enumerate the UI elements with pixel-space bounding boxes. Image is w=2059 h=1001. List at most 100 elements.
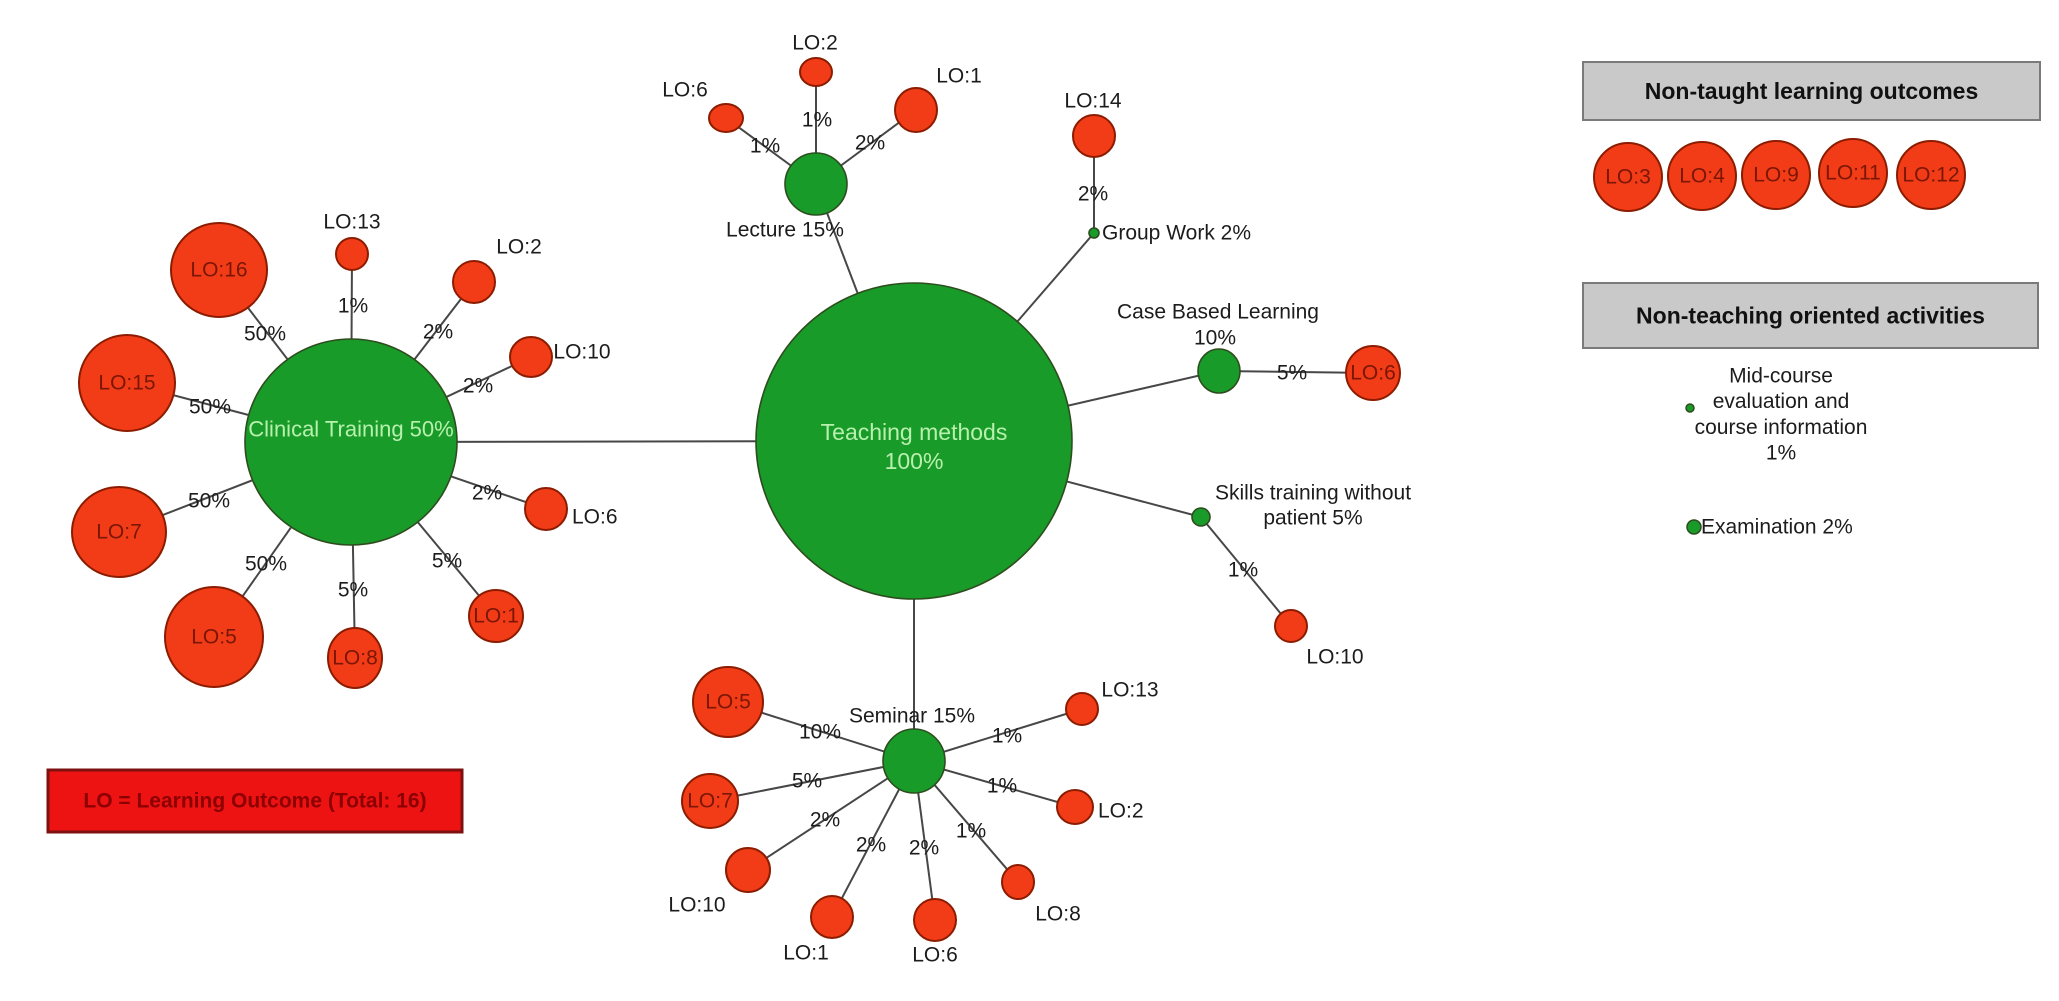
edge-label-seminar-seminar-lo5: 10% [799, 721, 841, 744]
lecture-label: Lecture 15% [726, 219, 844, 242]
panel-header-non-teaching [1582, 282, 2039, 349]
node-clinical-lo15-label: LO:15 [98, 372, 155, 395]
skills-label-line2: patient 5% [1263, 507, 1362, 530]
node-nt-lo12-label: LO:12 [1902, 164, 1959, 187]
node-seminar-lo2 [1056, 789, 1094, 825]
edge-label-clinical-training-clinical-lo5: 50% [245, 553, 287, 576]
edge-label-seminar-seminar-lo1: 2% [856, 834, 886, 857]
mid-course-dot [1685, 403, 1695, 413]
node-clinical-lo16 [170, 222, 268, 318]
node-nt-lo11-label: LO:11 [1825, 162, 1881, 185]
node-nt-lo9 [1741, 140, 1811, 210]
edge-label-seminar-seminar-lo8: 1% [956, 820, 986, 843]
node-seminar-lo7-label: LO:7 [687, 790, 733, 813]
node-skills-lo10 [1274, 609, 1308, 643]
clinical-lo6-label: LO:6 [572, 506, 618, 529]
node-clinical-lo2 [452, 260, 496, 304]
clinical-lo13-label: LO:13 [323, 211, 380, 234]
node-clinical-lo15 [78, 334, 176, 432]
examination-dot [1686, 519, 1702, 535]
panel-header-label-non-teaching: Non-teaching oriented activities [1636, 303, 1985, 329]
node-seminar-lo13 [1065, 692, 1099, 726]
node-clinical-lo1-label: LO:1 [473, 605, 519, 628]
edge-label-clinical-training-clinical-lo7: 50% [188, 490, 230, 513]
node-cbl-lo6-label: LO:6 [1350, 362, 1396, 385]
node-cbl-lo6 [1345, 345, 1401, 401]
panel-header-label-non-taught: Non-taught learning outcomes [1645, 78, 1979, 104]
seminar-label: Seminar 15% [849, 705, 975, 728]
node-seminar-lo6 [913, 898, 957, 942]
seminar-lo6-label: LO:6 [912, 944, 958, 967]
node-lecture [784, 152, 848, 216]
panel-header-non-taught [1582, 61, 2041, 121]
edge-seminar-seminar-lo10 [747, 760, 915, 871]
node-teaching-methods-label: 100% [885, 448, 944, 474]
edge-label-clinical-training-clinical-lo10: 2% [463, 375, 493, 398]
node-clinical-lo6 [524, 487, 568, 531]
edge-label-seminar-seminar-lo13: 1% [992, 725, 1022, 748]
node-seminar-lo8 [1001, 864, 1035, 900]
edge-label-lecture-lecture-lo6: 1% [750, 135, 780, 158]
edge-label-clinical-training-clinical-lo8: 5% [338, 579, 368, 602]
node-seminar-lo10 [725, 847, 771, 893]
node-clinical-lo7 [71, 486, 167, 578]
node-case-based-learning [1197, 348, 1241, 394]
edge-label-clinical-training-clinical-lo13: 1% [338, 295, 368, 318]
node-clinical-lo8 [327, 627, 383, 689]
node-clinical-lo8-label: LO:8 [332, 647, 378, 670]
node-nt-lo4-label: LO:4 [1679, 165, 1725, 188]
edge-label-clinical-training-clinical-lo15: 50% [189, 396, 231, 419]
edge-label-seminar-seminar-lo2: 1% [987, 775, 1017, 798]
node-clinical-lo5 [164, 586, 264, 688]
mid-course-label: course information [1695, 416, 1868, 439]
edge-label-seminar-seminar-lo6: 2% [909, 837, 939, 860]
lecture-lo6-label: LO:6 [662, 79, 708, 102]
node-nt-lo3-label: LO:3 [1605, 166, 1651, 189]
legend-box [46, 768, 464, 834]
node-clinical-lo5-label: LO:5 [191, 626, 237, 649]
clinical-lo10-label: LO:10 [553, 341, 610, 364]
node-lecture-lo2 [799, 57, 833, 87]
examination-label: Examination 2% [1701, 516, 1853, 539]
node-clinical-lo13 [335, 237, 369, 271]
legend-label: LO = Learning Outcome (Total: 16) [83, 790, 426, 813]
groupwork-lo14-label: LO:14 [1064, 90, 1122, 113]
mid-course-label: Mid-course [1729, 365, 1833, 388]
node-nt-lo4 [1667, 141, 1737, 211]
node-lecture-lo1 [894, 87, 938, 133]
mid-course-label: 1% [1766, 442, 1796, 465]
node-clinical-lo1 [468, 589, 524, 643]
node-nt-lo11 [1818, 138, 1888, 208]
mid-course-label: evaluation and [1713, 390, 1850, 413]
clinical-lo2-label: LO:2 [496, 236, 542, 259]
node-clinical-training-label: Clinical Training 50% [248, 417, 453, 442]
node-teaching-methods [755, 282, 1073, 600]
edge-label-case-based-learning-cbl-lo6: 5% [1277, 362, 1307, 385]
group-work-label: Group Work 2% [1102, 222, 1251, 245]
node-clinical-lo10 [509, 336, 553, 378]
seminar-lo8-label: LO:8 [1035, 903, 1081, 926]
node-nt-lo9-label: LO:9 [1753, 164, 1799, 187]
lecture-lo2-label: LO:2 [792, 32, 838, 55]
node-clinical-lo16-label: LO:16 [190, 259, 247, 282]
edge-seminar-seminar-lo7 [709, 760, 915, 802]
edge-label-skills-training-dot-skills-lo10: 1% [1228, 559, 1258, 582]
seminar-lo1-label: LO:1 [783, 942, 829, 965]
node-teaching-methods-label: Teaching methods [821, 419, 1008, 445]
node-skills-training-dot [1191, 507, 1211, 527]
seminar-lo10-label: LO:10 [668, 894, 725, 917]
edge-label-lecture-lecture-lo1: 2% [855, 132, 885, 155]
cbl-label-line2: 10% [1194, 327, 1236, 350]
node-seminar-lo1 [810, 895, 854, 939]
edge-label-clinical-training-clinical-lo16: 50% [244, 323, 286, 346]
cbl-label-line1: Case Based Learning [1117, 301, 1319, 324]
edge-label-seminar-seminar-lo10: 2% [810, 809, 840, 832]
lecture-lo1-label: LO:1 [936, 65, 982, 88]
node-nt-lo3 [1593, 142, 1663, 212]
seminar-lo13-label: LO:13 [1101, 679, 1158, 702]
edge-label-clinical-training-clinical-lo1: 5% [432, 550, 462, 573]
seminar-lo2-label: LO:2 [1098, 800, 1144, 823]
node-seminar-lo7 [681, 773, 739, 829]
